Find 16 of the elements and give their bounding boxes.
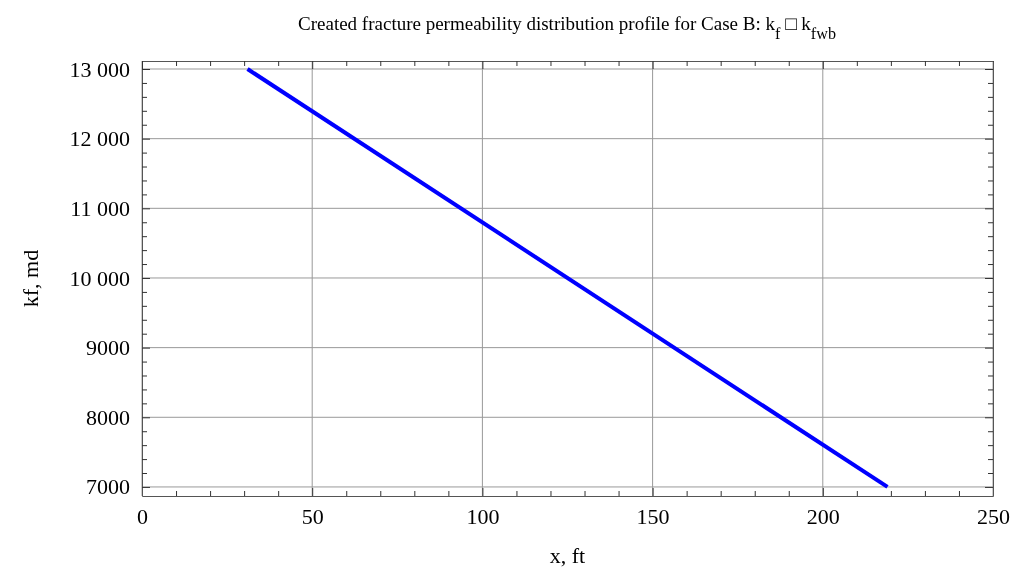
- x-tick-label: 50: [301, 503, 324, 529]
- y-tick-label: 10 000: [69, 265, 130, 291]
- y-tick-label: 8000: [86, 404, 130, 430]
- x-tick-label: 0: [137, 503, 148, 529]
- y-tick-label: 13 000: [69, 56, 130, 82]
- y-axis-title: kf, md: [18, 249, 43, 308]
- x-tick-label: 150: [636, 503, 670, 529]
- x-tick-label: 250: [977, 503, 1010, 529]
- y-tick-label: 11 000: [70, 195, 130, 221]
- y-tick-label: 7000: [86, 474, 130, 500]
- x-tick-label: 200: [806, 503, 840, 529]
- y-tick-label: 12 000: [69, 126, 130, 152]
- x-tick-label: 100: [466, 503, 500, 529]
- chart-title: Created fracture permeability distribution profile for Case B: k$_{f}$ □ k$_{fwb}$: [298, 13, 836, 42]
- y-tick-label: 9000: [86, 335, 130, 361]
- x-axis-title: x, ft: [549, 543, 586, 568]
